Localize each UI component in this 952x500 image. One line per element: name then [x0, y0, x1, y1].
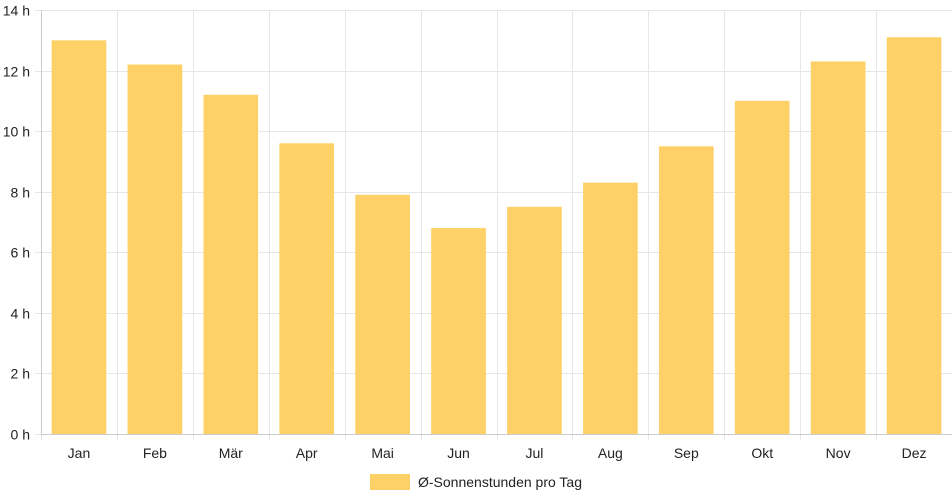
bar-jun[interactable] — [431, 228, 486, 434]
y-tick-label: 12 h — [3, 64, 30, 80]
y-tick-label: 14 h — [3, 3, 30, 19]
bar-apr[interactable] — [279, 143, 335, 434]
bar-feb[interactable] — [127, 64, 183, 434]
x-tick-label: Mai — [371, 445, 394, 461]
x-tick-label: Nov — [826, 445, 851, 461]
legend-label[interactable]: Ø-Sonnenstunden pro Tag — [418, 474, 582, 490]
y-tick-label: 10 h — [3, 124, 30, 140]
bar-jan[interactable] — [51, 40, 107, 435]
bar-dez[interactable] — [886, 37, 942, 434]
y-tick-label: 0 h — [11, 427, 30, 443]
y-tick-label: 2 h — [11, 366, 30, 382]
x-tick-label: Feb — [143, 445, 167, 461]
bar-nov[interactable] — [810, 61, 866, 434]
bar-mai[interactable] — [355, 194, 410, 434]
x-tick-label: Jun — [447, 445, 470, 461]
legend[interactable]: Ø-Sonnenstunden pro Tag — [370, 474, 582, 490]
bars — [51, 37, 942, 435]
x-tick-label: Jan — [68, 445, 91, 461]
y-tick-label: 6 h — [11, 245, 30, 261]
bar-aug[interactable] — [583, 182, 638, 434]
y-tick-label: 8 h — [11, 185, 30, 201]
grid-lines — [35, 10, 952, 440]
x-tick-label: Mär — [219, 445, 243, 461]
y-tick-label: 4 h — [11, 306, 30, 322]
x-tick-label: Apr — [296, 445, 318, 461]
bar-jul[interactable] — [507, 206, 562, 434]
x-tick-label: Okt — [751, 445, 773, 461]
legend-swatch[interactable] — [370, 474, 410, 490]
x-tick-label: Jul — [526, 445, 544, 461]
bar-mär[interactable] — [203, 94, 259, 435]
x-tick-label: Dez — [902, 445, 927, 461]
bar-okt[interactable] — [734, 100, 790, 434]
axes: 0 h 2 h 4 h 6 h 8 h 10 h 12 h 14 h Jan Feb Mär Apr M… — [3, 3, 952, 461]
bar-sep[interactable] — [658, 146, 714, 435]
x-tick-label: Aug — [598, 445, 623, 461]
x-tick-label: Sep — [674, 445, 699, 461]
